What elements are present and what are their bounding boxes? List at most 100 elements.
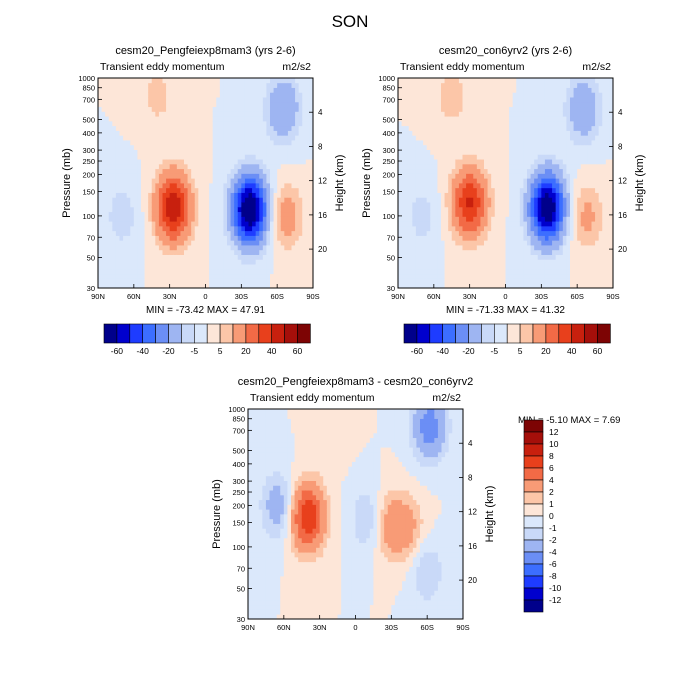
field-cell	[187, 221, 192, 227]
field-cell	[255, 264, 260, 270]
field-cell	[298, 87, 303, 93]
field-cell	[487, 106, 492, 112]
field-cell	[480, 163, 485, 170]
field-cell	[469, 268, 474, 275]
field-cell	[151, 216, 156, 222]
field-cell	[544, 259, 549, 265]
field-cell	[169, 230, 174, 236]
field-cell	[305, 202, 310, 208]
field-cell	[580, 130, 585, 136]
field-cell	[415, 97, 420, 103]
field-cell	[259, 111, 264, 117]
field-cell	[419, 120, 424, 127]
field-cell	[451, 235, 456, 241]
field-cell	[505, 135, 510, 141]
field-cell	[534, 278, 539, 284]
field-cell	[205, 144, 210, 150]
field-cell	[227, 254, 231, 260]
field-cell	[302, 82, 307, 88]
field-cell	[480, 173, 485, 179]
field-cell	[577, 225, 582, 232]
field-cell	[184, 283, 188, 289]
field-cell	[430, 140, 435, 146]
field-cell	[252, 183, 257, 189]
field-cell	[484, 111, 488, 117]
field-cell	[148, 97, 153, 103]
field-cell	[295, 159, 300, 165]
field-cell	[491, 116, 496, 122]
field-cell	[451, 154, 456, 160]
field-cell	[484, 221, 488, 227]
field-cell	[298, 116, 303, 122]
field-cell	[130, 283, 135, 289]
field-cell	[266, 254, 271, 260]
field-cell	[291, 116, 296, 122]
field-cell	[219, 183, 224, 189]
field-cell	[537, 225, 542, 232]
field-cell	[205, 78, 210, 84]
field-cell	[573, 202, 578, 208]
field-cell	[580, 249, 585, 255]
field-cell	[201, 259, 206, 265]
field-cell	[237, 183, 242, 189]
field-cell	[209, 254, 214, 260]
field-cell	[273, 211, 278, 217]
field-cell	[255, 206, 260, 213]
field-cell	[433, 135, 438, 141]
field-cell	[105, 249, 110, 255]
field-cell	[473, 173, 478, 179]
field-cell	[112, 206, 117, 213]
field-cell	[530, 197, 535, 203]
field-cell	[455, 192, 460, 198]
field-cell	[419, 140, 424, 146]
field-cell	[173, 106, 178, 112]
field-cell	[173, 159, 178, 165]
field-cell	[259, 216, 264, 222]
field-cell	[484, 106, 488, 112]
field-cell	[105, 183, 110, 189]
field-cell	[126, 221, 131, 227]
field-cell	[115, 230, 120, 236]
field-cell	[201, 192, 206, 198]
field-cell	[237, 135, 242, 141]
field-cell	[527, 192, 531, 198]
field-cell	[484, 278, 488, 284]
field-cell	[180, 111, 185, 117]
field-cell	[491, 135, 496, 141]
field-cell	[419, 225, 424, 232]
field-cell	[491, 187, 496, 193]
field-cell	[548, 197, 553, 203]
field-cell	[194, 245, 199, 251]
field-cell	[148, 192, 153, 198]
field-cell	[412, 149, 417, 155]
field-cell	[205, 273, 210, 279]
field-cell	[158, 101, 163, 108]
field-cell	[423, 283, 428, 289]
field-cell	[219, 221, 224, 227]
field-cell	[473, 211, 478, 217]
field-cell	[180, 225, 185, 232]
field-cell	[412, 140, 417, 146]
field-cell	[155, 106, 160, 112]
field-cell	[101, 206, 106, 213]
field-cell	[412, 82, 417, 88]
field-cell	[166, 168, 171, 174]
field-cell	[487, 82, 492, 88]
field-cell	[198, 92, 203, 98]
field-cell	[466, 140, 471, 146]
field-cell	[534, 116, 539, 122]
field-cell	[259, 140, 264, 146]
field-cell	[291, 149, 296, 155]
field-cell	[205, 211, 210, 217]
field-cell	[194, 259, 199, 265]
field-cell	[441, 216, 445, 222]
field-cell	[266, 159, 271, 165]
field-cell	[401, 183, 406, 189]
field-cell	[115, 97, 120, 103]
field-cell	[419, 254, 424, 260]
field-cell	[541, 259, 546, 265]
field-cell	[255, 92, 260, 98]
field-cell	[491, 111, 496, 117]
field-cell	[573, 149, 578, 155]
field-cell	[262, 230, 267, 236]
